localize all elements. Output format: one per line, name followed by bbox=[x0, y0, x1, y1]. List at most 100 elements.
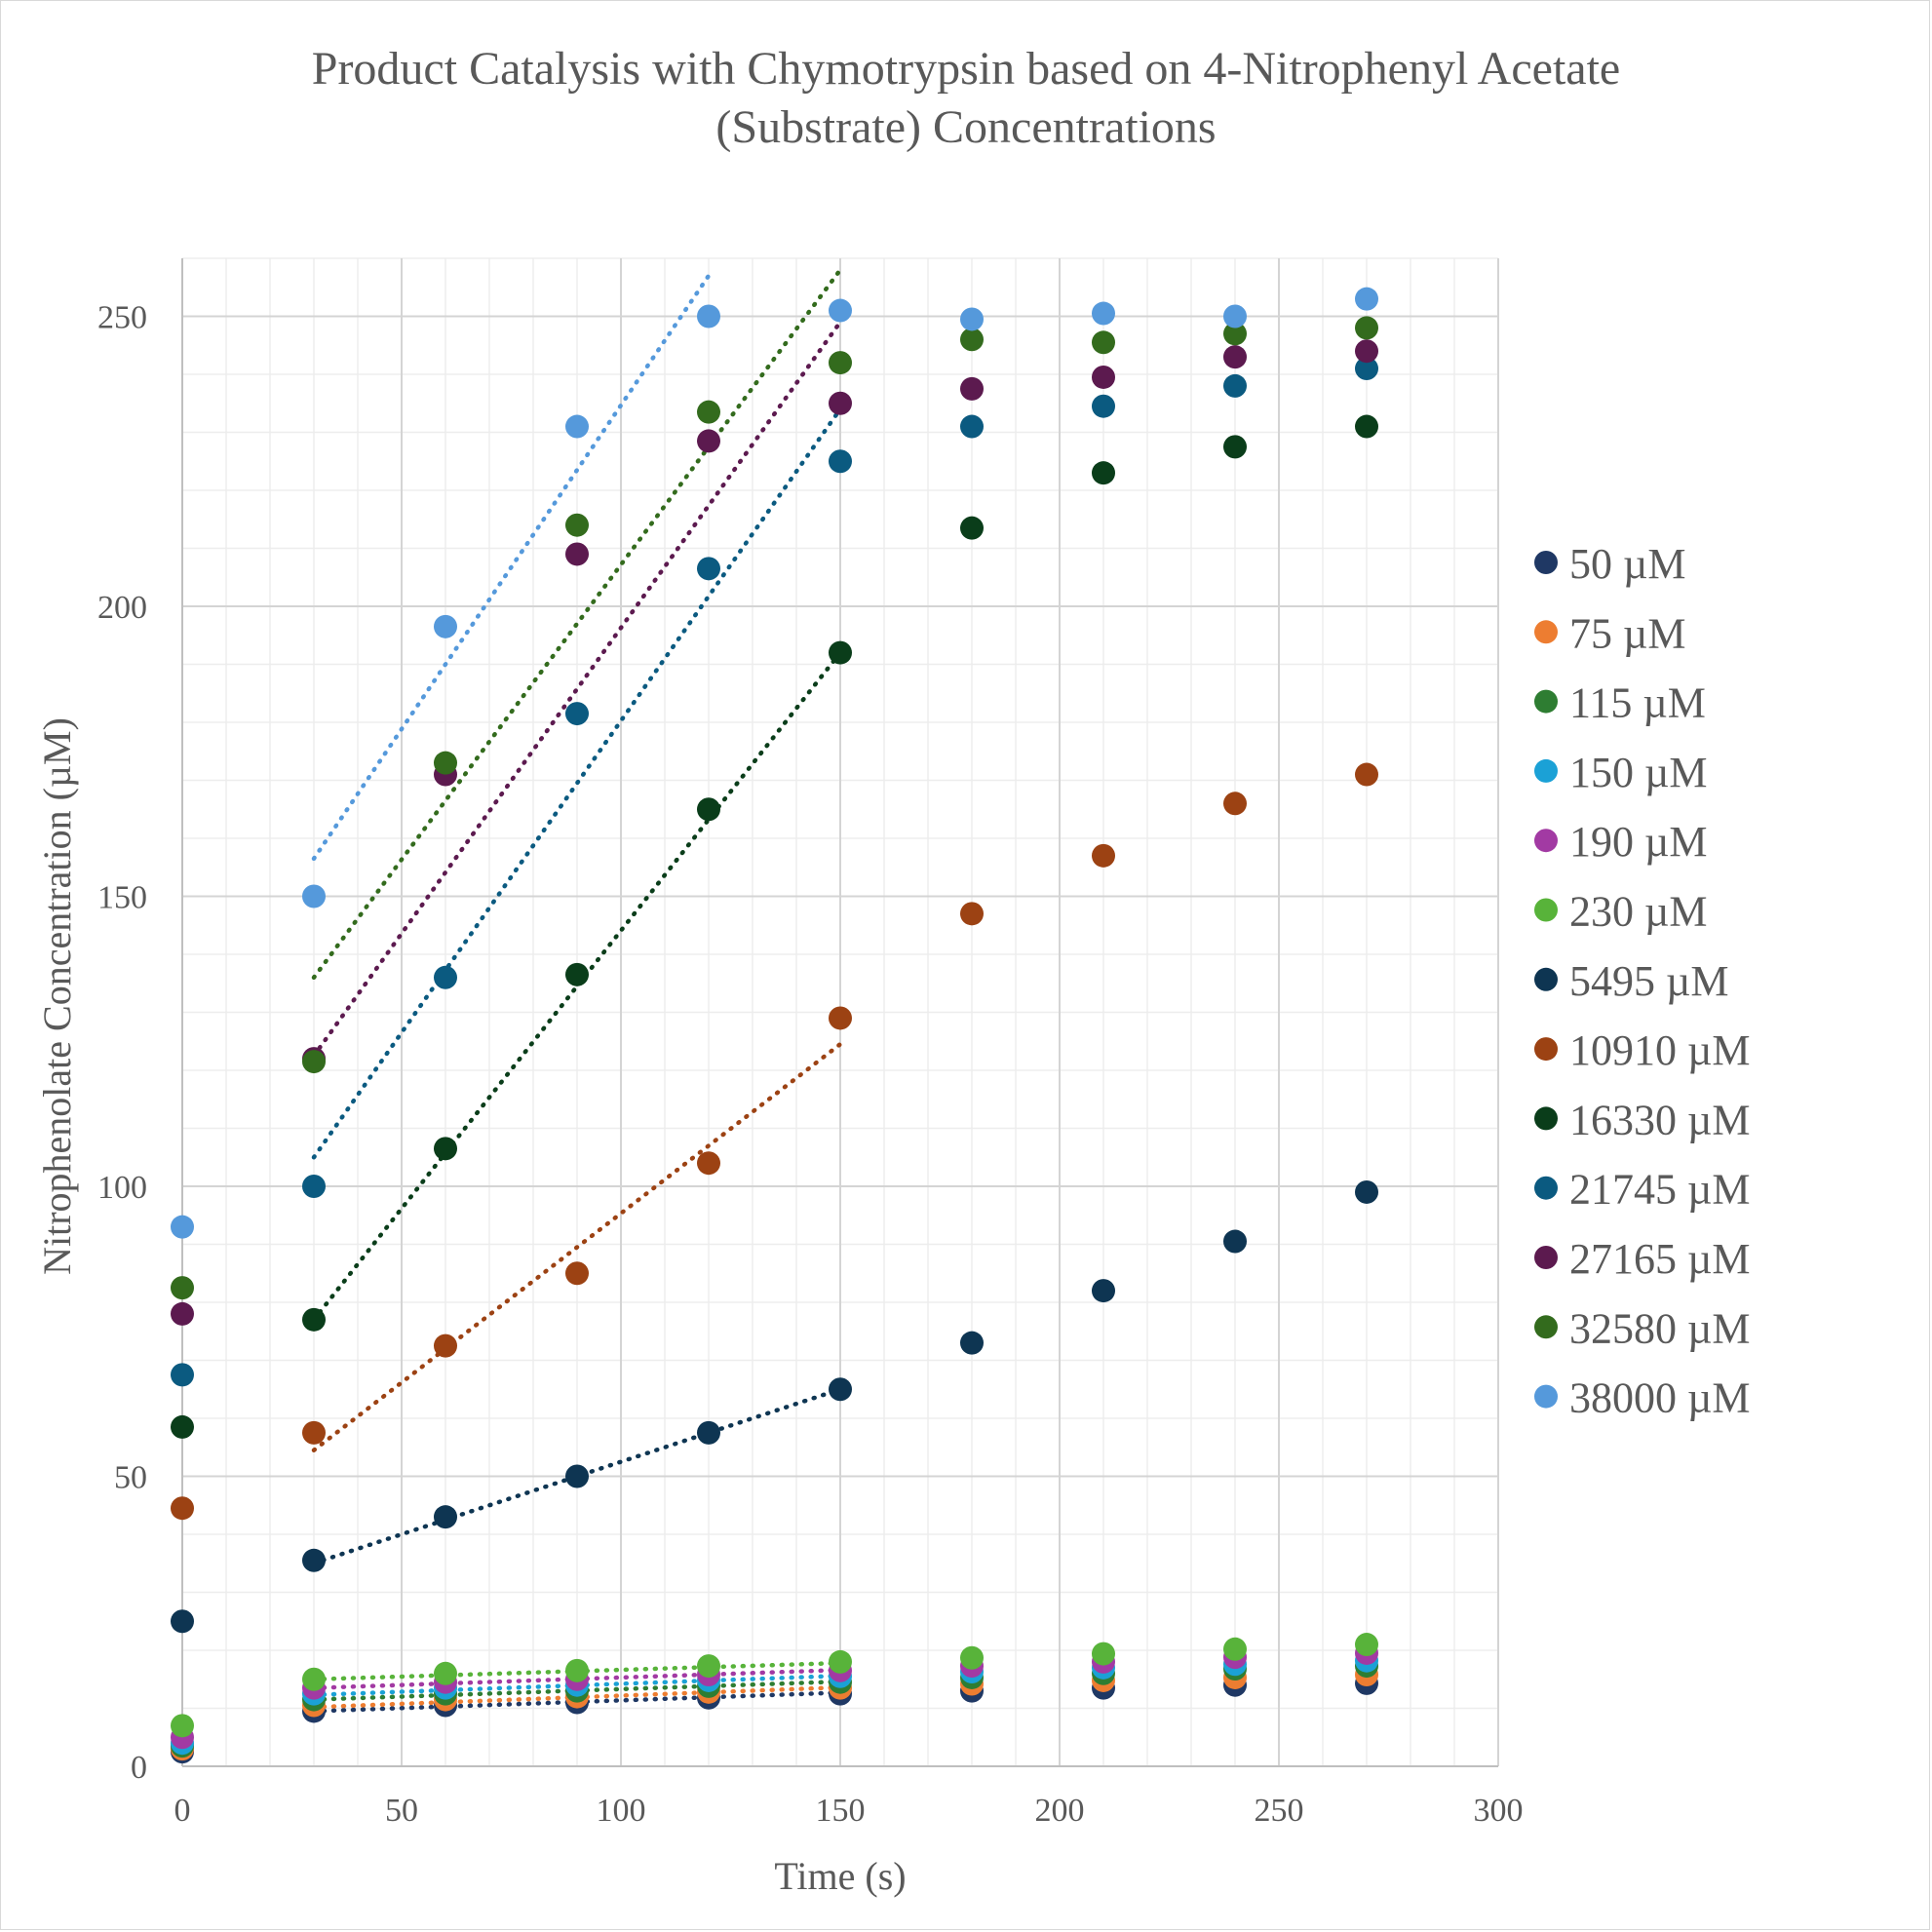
legend-item: 190 µM bbox=[1534, 818, 1707, 866]
legend-item: 27165 µM bbox=[1534, 1235, 1750, 1283]
data-point bbox=[302, 1667, 326, 1691]
data-point bbox=[697, 1420, 720, 1445]
legend-label: 32580 µM bbox=[1569, 1304, 1750, 1352]
data-point bbox=[302, 1050, 326, 1074]
y-tick-label: 100 bbox=[97, 1170, 147, 1206]
legend-item: 150 µM bbox=[1534, 749, 1707, 796]
legend-item: 38000 µM bbox=[1534, 1374, 1750, 1422]
data-point bbox=[960, 328, 984, 352]
data-point bbox=[1223, 1637, 1247, 1661]
data-point bbox=[302, 1420, 326, 1445]
data-point bbox=[1092, 365, 1115, 389]
legend-marker bbox=[1534, 551, 1558, 574]
data-point bbox=[697, 1654, 720, 1679]
legend-label: 5495 µM bbox=[1569, 957, 1728, 1005]
data-point bbox=[960, 902, 984, 926]
data-point bbox=[960, 1645, 984, 1670]
data-point bbox=[1355, 357, 1378, 381]
data-point bbox=[171, 1609, 194, 1634]
data-point bbox=[302, 1307, 326, 1332]
legend-label: 21745 µM bbox=[1569, 1166, 1750, 1214]
x-tick-label: 300 bbox=[1474, 1793, 1524, 1829]
legend-item: 115 µM bbox=[1534, 679, 1706, 727]
x-tick-label: 200 bbox=[1035, 1793, 1085, 1829]
legend-marker bbox=[1534, 898, 1558, 922]
data-point bbox=[829, 449, 852, 474]
data-point bbox=[565, 414, 589, 439]
data-point bbox=[1223, 435, 1247, 459]
data-point bbox=[434, 1137, 457, 1161]
legend-item: 75 µM bbox=[1534, 609, 1685, 657]
data-point bbox=[829, 351, 852, 375]
x-axis-tick-labels: 0 50 100 150 200 250 300 bbox=[174, 1793, 1524, 1829]
data-point bbox=[697, 1151, 720, 1176]
x-axis-title: Time (s) bbox=[774, 1854, 906, 1898]
data-point bbox=[1092, 1279, 1115, 1303]
legend-item: 50 µM bbox=[1534, 540, 1685, 588]
legend-label: 10910 µM bbox=[1569, 1026, 1750, 1074]
data-point bbox=[1355, 1179, 1378, 1204]
chart-title: Product Catalysis with Chymotrypsin base… bbox=[312, 43, 1620, 153]
data-point bbox=[434, 1333, 457, 1358]
legend-item: 16330 µM bbox=[1534, 1096, 1750, 1143]
data-point bbox=[1355, 316, 1378, 340]
data-point bbox=[565, 702, 589, 726]
data-point bbox=[434, 751, 457, 775]
data-point bbox=[565, 513, 589, 537]
data-point bbox=[1092, 394, 1115, 418]
legend-label: 38000 µM bbox=[1569, 1374, 1750, 1422]
major-gridlines bbox=[182, 258, 1499, 1766]
data-point bbox=[1092, 461, 1115, 485]
legend-label: 50 µM bbox=[1569, 540, 1685, 588]
data-point bbox=[1355, 339, 1378, 364]
data-point bbox=[171, 1496, 194, 1521]
data-point bbox=[1092, 301, 1115, 326]
trendline bbox=[311, 406, 843, 1160]
data-point bbox=[434, 614, 457, 638]
data-point bbox=[960, 516, 984, 540]
data-point bbox=[829, 1649, 852, 1674]
y-axis-title: Nitrophenolate Concentration (µM) bbox=[35, 717, 79, 1275]
data-point bbox=[302, 1548, 326, 1572]
data-point bbox=[565, 962, 589, 986]
legend-label: 230 µM bbox=[1569, 888, 1707, 936]
data-point bbox=[171, 1301, 194, 1326]
data-point bbox=[1223, 792, 1247, 816]
data-point bbox=[1223, 322, 1247, 346]
legend-item: 21745 µM bbox=[1534, 1166, 1750, 1214]
legend-marker bbox=[1534, 1315, 1558, 1339]
data-points bbox=[171, 287, 1378, 1764]
x-tick-label: 0 bbox=[174, 1793, 191, 1829]
data-point bbox=[829, 298, 852, 323]
data-point bbox=[1355, 1633, 1378, 1657]
data-point bbox=[697, 557, 720, 581]
data-point bbox=[565, 1658, 589, 1682]
data-point bbox=[960, 414, 984, 439]
legend-marker bbox=[1534, 689, 1558, 714]
trendline bbox=[311, 1041, 843, 1452]
data-point bbox=[829, 1006, 852, 1030]
data-point bbox=[697, 400, 720, 424]
data-point bbox=[1355, 414, 1378, 439]
y-tick-label: 50 bbox=[114, 1460, 147, 1496]
legend-label: 16330 µM bbox=[1569, 1096, 1750, 1143]
data-point bbox=[434, 965, 457, 989]
data-point bbox=[1092, 330, 1115, 355]
data-point bbox=[1355, 287, 1378, 311]
legend-item: 10910 µM bbox=[1534, 1026, 1750, 1074]
y-tick-label: 200 bbox=[97, 590, 147, 626]
legend-marker bbox=[1534, 1176, 1558, 1200]
legend-marker bbox=[1534, 620, 1558, 644]
data-point bbox=[565, 1464, 589, 1488]
legend-label: 115 µM bbox=[1569, 679, 1706, 727]
legend-label: 150 µM bbox=[1569, 749, 1707, 796]
legend-marker bbox=[1534, 758, 1558, 783]
legend-label: 190 µM bbox=[1569, 818, 1707, 866]
data-point bbox=[1223, 304, 1247, 328]
x-tick-label: 100 bbox=[597, 1793, 646, 1829]
y-tick-label: 250 bbox=[97, 300, 147, 336]
data-point bbox=[1092, 843, 1115, 868]
legend-label: 75 µM bbox=[1569, 609, 1685, 657]
